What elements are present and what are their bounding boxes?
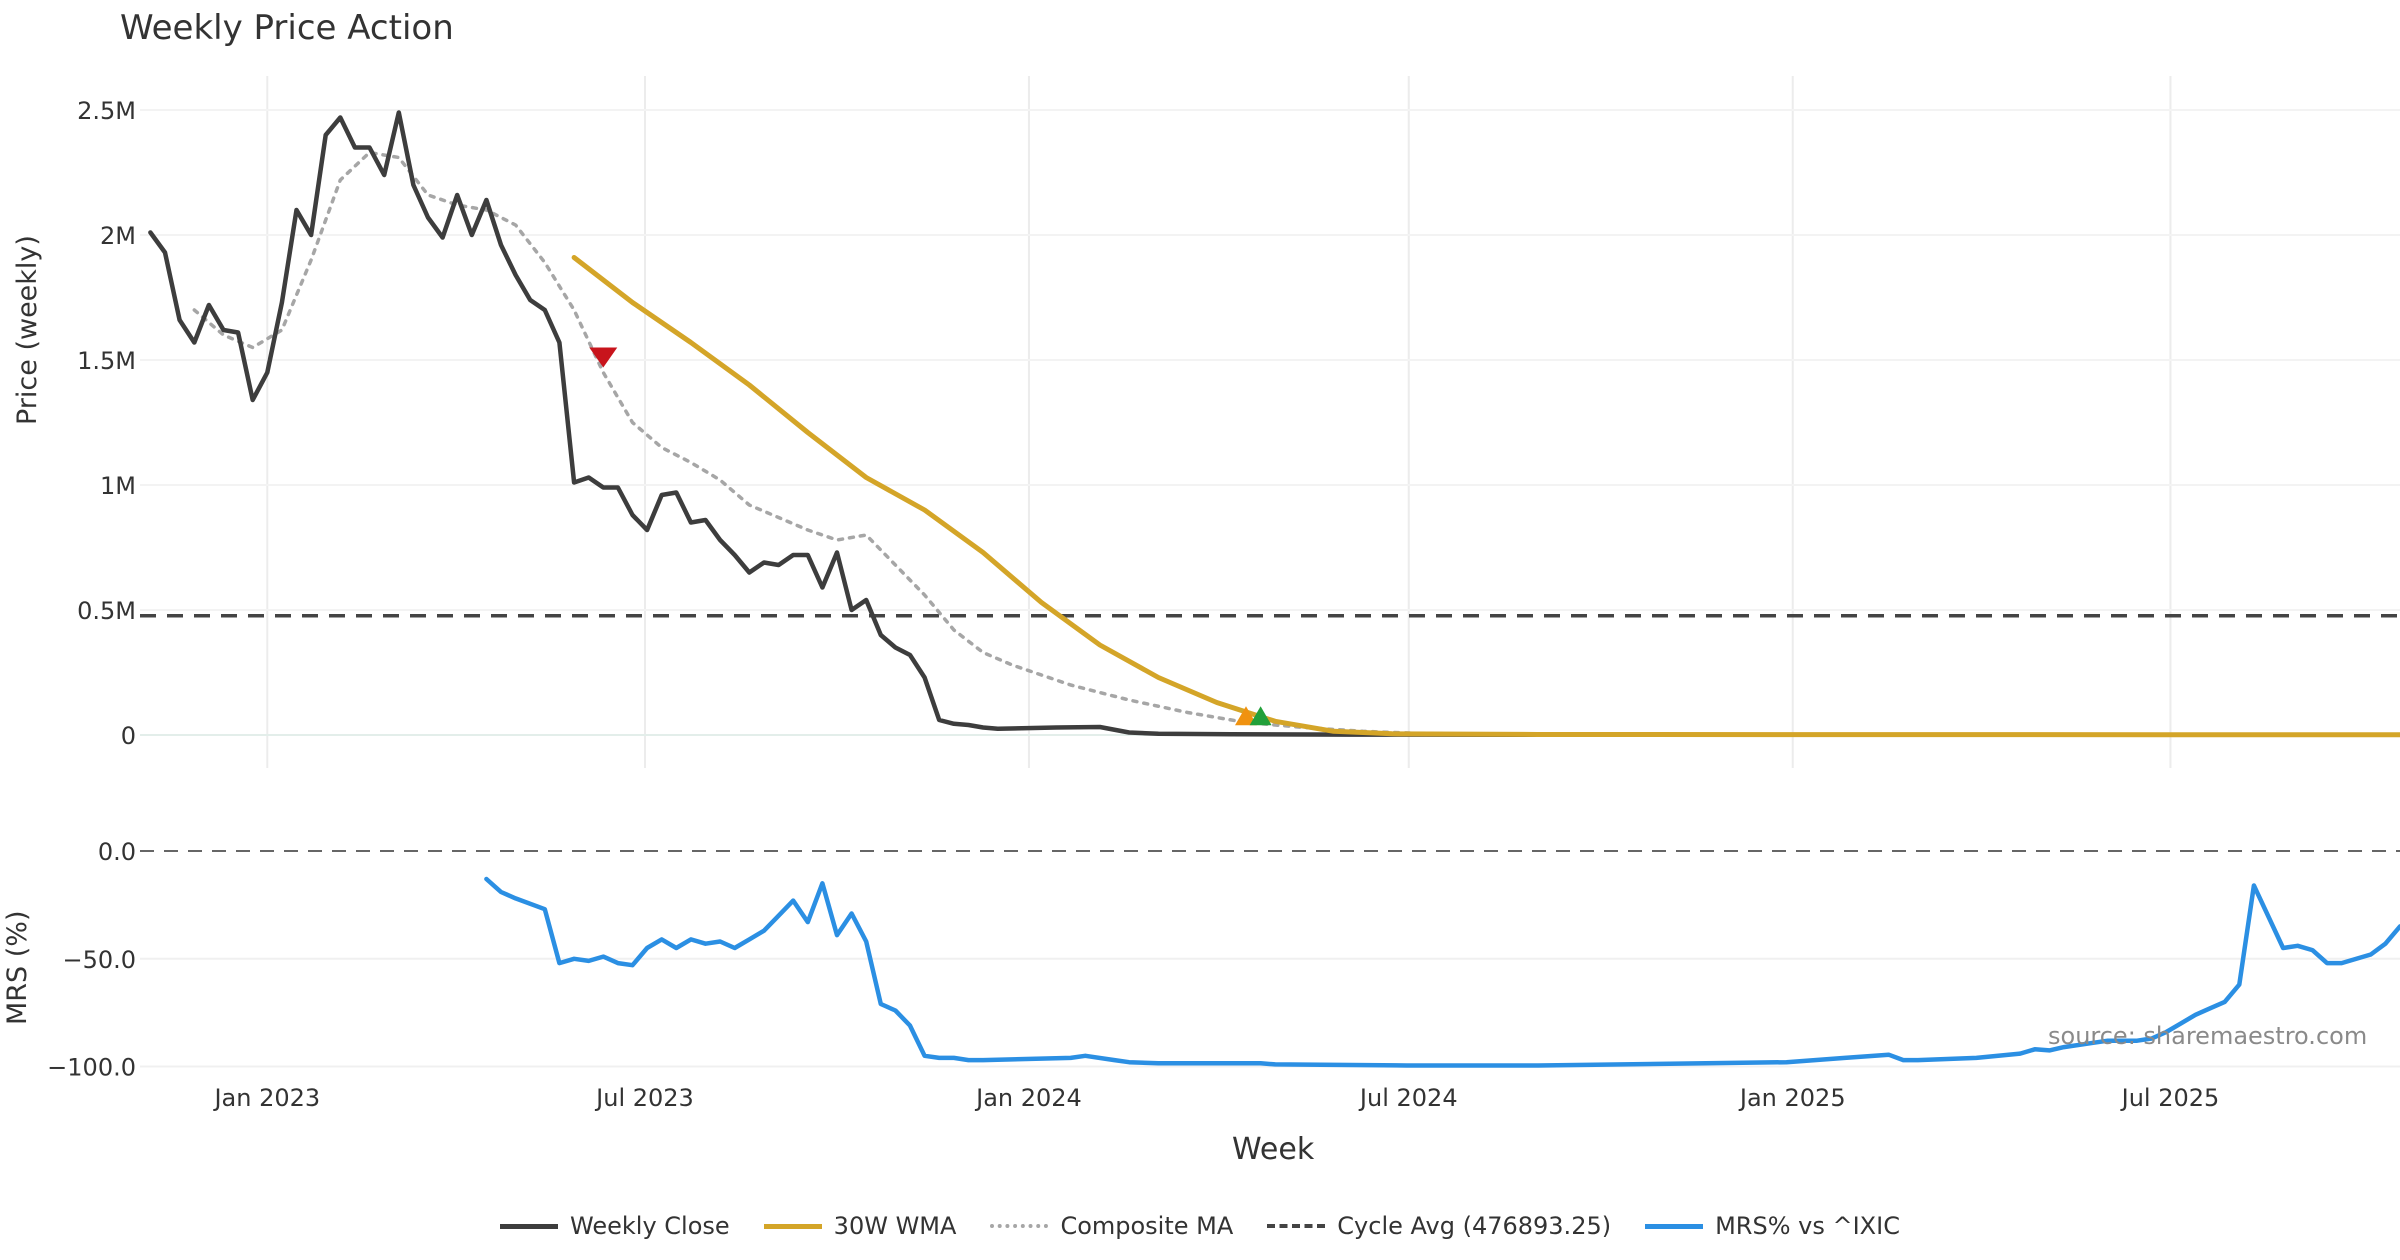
legend-item-wma[interactable]: 30W WMA — [763, 1212, 957, 1240]
legend-swatch-wma — [763, 1223, 822, 1229]
series-30w-wma — [571, 255, 2400, 738]
y-tick-label-mrs: −50.0 — [62, 946, 136, 974]
x-tick-labels: Jan 2023 Jul 2023 Jan 2024 Jul 2024 Jan 2025… — [212, 1084, 2219, 1112]
legend-label-weekly-close: Weekly Close — [570, 1212, 730, 1240]
legend-label-cycle: Cycle Avg (476893.25) — [1337, 1212, 1612, 1240]
legend-item-cycle[interactable]: Cycle Avg (476893.25) — [1267, 1212, 1611, 1240]
x-tick-label: Jan 2023 — [212, 1084, 320, 1112]
series-mrs — [484, 876, 2400, 1068]
legend-swatch-weekly-close — [500, 1223, 559, 1229]
series-composite-ma — [192, 150, 2400, 737]
legend-swatch-mrs — [1645, 1223, 1704, 1229]
legend: Weekly Close 30W WMA Composite MA Cycle … — [0, 1212, 2400, 1240]
x-tick-label: Jan 2025 — [1738, 1084, 1846, 1112]
legend-swatch-composite — [990, 1224, 1049, 1228]
y-tick-label-price: 0 — [121, 722, 136, 750]
y-axis-label-mrs: MRS (%) — [2, 910, 33, 1026]
signal-markers — [589, 347, 1272, 726]
y-tick-label-price: 0.5M — [77, 597, 136, 625]
series-weekly-close — [148, 110, 2400, 738]
legend-label-wma: 30W WMA — [833, 1212, 957, 1240]
source-note: source: sharemaestro.com — [2048, 1022, 2368, 1050]
y-axis-label-price: Price (weekly) — [12, 235, 43, 425]
x-tick-label: Jul 2023 — [594, 1084, 694, 1112]
legend-label-mrs: MRS% vs ^IXIC — [1715, 1212, 1900, 1240]
y-tick-label-price: 1.5M — [77, 347, 136, 375]
buy-marker — [1249, 706, 1272, 726]
sell-marker — [589, 347, 618, 368]
chart-title: Weekly Price Action — [120, 8, 454, 48]
y-tick-labels: 0 0.5M 1M 1.5M 2M 2.5M 0.0 −50.0 −100.0 — [47, 97, 136, 1082]
y-tick-label-price: 2.5M — [77, 97, 136, 125]
legend-swatch-cycle — [1267, 1224, 1326, 1228]
y-tick-label-price: 1M — [100, 472, 136, 500]
legend-item-composite[interactable]: Composite MA — [990, 1212, 1233, 1240]
x-tick-label: Jan 2024 — [974, 1084, 1082, 1112]
x-tick-label: Jul 2025 — [2120, 1084, 2220, 1112]
x-tick-label: Jul 2024 — [1358, 1084, 1458, 1112]
x-axis-label: Week — [1232, 1132, 1315, 1167]
legend-item-weekly-close[interactable]: Weekly Close — [500, 1212, 730, 1240]
buy-marker — [1235, 706, 1258, 726]
y-tick-label-price: 2M — [100, 222, 136, 250]
y-tick-label-mrs: −100.0 — [47, 1054, 136, 1082]
legend-label-composite: Composite MA — [1060, 1212, 1234, 1240]
grid-lines — [140, 76, 2400, 1068]
series-lines — [140, 110, 2400, 1068]
y-tick-label-mrs: 0.0 — [98, 838, 136, 866]
legend-item-mrs[interactable]: MRS% vs ^IXIC — [1645, 1212, 1900, 1240]
